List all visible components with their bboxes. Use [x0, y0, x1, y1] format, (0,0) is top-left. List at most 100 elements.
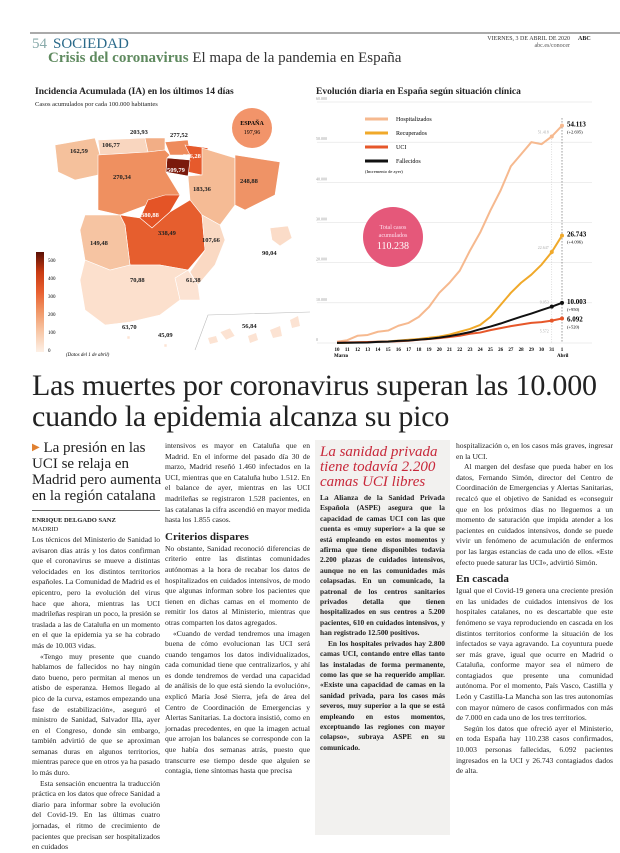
series-line-fallecidos [336, 301, 563, 344]
column-1: Los técnicos del Ministerio de Sanidad l… [32, 535, 160, 853]
paragraph: No obstante, Sanidad reconoció diferenci… [165, 543, 310, 627]
data-point [560, 300, 564, 305]
canarias-island [208, 336, 218, 344]
prev-value-label: 5.572 [540, 329, 549, 334]
byline: ENRIQUE DELGADO SANZ MADRID [32, 510, 160, 534]
region-andalucía[interactable] [79, 259, 189, 326]
issue-date: VIERNES, 3 DE ABRIL DE 2020 [487, 36, 570, 42]
paragraph: Esta sensación encuentra la traducción p… [32, 778, 160, 852]
data-point [560, 316, 564, 321]
triangle-icon: ▶ [32, 442, 40, 453]
y-tick-label: 20.000 [316, 257, 327, 262]
map-note: (Datos del 1 de abril) [66, 353, 110, 358]
headline: Las muertes por coronavirus superan las … [32, 369, 597, 433]
data-point [560, 233, 564, 238]
x-tick-label: 23 [467, 348, 473, 353]
y-tick-label: 40.000 [316, 176, 327, 181]
legend-label: 100 [48, 331, 56, 336]
x-tick-label: 21 [447, 348, 453, 353]
region-value: 203,93 [130, 129, 149, 136]
region-galicia[interactable] [54, 137, 101, 181]
page-subtitle: Crisis del coronavirus El mapa de la pan… [48, 50, 401, 67]
subheading: En cascada [456, 573, 509, 586]
map-subtitle: Casos acumulados por cada 100.000 habita… [35, 101, 158, 108]
national-badge [232, 108, 272, 148]
sidebar-box: La sanidad privada tiene todavía 2.200 c… [315, 440, 450, 835]
x-tick-label: 12 [355, 348, 361, 353]
x-month-end: Abril [557, 354, 569, 359]
legend-note: (Incremento de ayer) [365, 169, 403, 174]
legend-label: Recuperados [396, 131, 428, 137]
total-label-2: acumulados [379, 233, 408, 239]
x-tick-label: 20 [437, 348, 443, 353]
x-tick-label: 30 [539, 348, 545, 353]
region-value: 45,09 [158, 332, 173, 339]
x-tick-label: 25 [488, 348, 494, 353]
lead: ▶ La presión en las UCI se relaja en Mad… [32, 440, 162, 504]
end-value-label: 6.092 [567, 316, 583, 324]
subheading: Criterios dispares [165, 530, 249, 543]
x-tick-label: 19 [427, 348, 433, 353]
legend-label: 500 [48, 259, 56, 264]
national-value: 197,96 [244, 130, 261, 136]
x-tick-label: 1 [561, 348, 564, 353]
canarias-inset-frame [194, 311, 310, 351]
paragraph: Los técnicos del Ministerio de Sanidad l… [32, 535, 160, 650]
series-line-hospitalizados [336, 124, 563, 343]
y-tick-label: 10.000 [316, 297, 327, 302]
box-body: La Alianza de la Sanidad Privada Español… [320, 493, 445, 753]
x-tick-label: 31 [549, 348, 555, 353]
author: ENRIQUE DELGADO SANZ [32, 517, 116, 524]
paragraph: La Alianza de la Sanidad Privada Español… [320, 493, 445, 638]
canarias-island [290, 316, 300, 328]
x-tick-label: 27 [508, 348, 514, 353]
legend-label: 300 [48, 295, 56, 300]
prev-value-label: 51.418 [538, 129, 549, 134]
region-cantabria[interactable] [144, 137, 166, 153]
series-line-uci [336, 317, 563, 344]
paragraph: Según los datos que ofreció ayer el Mini… [456, 723, 613, 776]
legend-scale [36, 252, 44, 352]
end-value-label: 10.003 [567, 298, 587, 306]
region-melilla[interactable] [163, 343, 168, 348]
chart-title: Evolución diaria en España según situaci… [316, 87, 521, 97]
top-rule [30, 32, 620, 34]
x-tick-label: 14 [375, 348, 381, 353]
total-cases-badge [363, 207, 423, 267]
map-title: Incidencia Acumulada (IA) en los últimos… [35, 87, 234, 97]
region-value: 380,88 [141, 212, 160, 219]
national-label: ESPAÑA [240, 119, 264, 127]
paragraph: «Tengo muy presente que cuando hablamos … [32, 651, 160, 778]
paragraph: Igual que el Covid-19 genera una crecien… [456, 586, 613, 723]
column-2: intensivos es mayor en Cataluña que en M… [165, 441, 310, 777]
increment-label: (+520) [567, 325, 580, 330]
increment-label: (+2.695) [567, 130, 583, 135]
data-point [560, 123, 564, 128]
legend-label: 0 [48, 349, 51, 354]
x-tick-label: 28 [519, 348, 525, 353]
region-comunidad-valenciana[interactable] [189, 214, 226, 286]
x-tick-label: 18 [416, 348, 422, 353]
data-point [549, 304, 554, 309]
data-point [549, 134, 554, 139]
region-value: 277,52 [170, 132, 188, 139]
x-tick-label: 24 [478, 348, 484, 353]
x-tick-label: 29 [529, 348, 535, 353]
paragraph: intensivos es mayor en Cataluña que en M… [165, 441, 310, 525]
region-value: 63,70 [122, 324, 137, 331]
region-canarias[interactable] [219, 327, 236, 341]
web-link[interactable]: abc.es/conocer [534, 43, 570, 49]
paragraph: En los hospitales privados hay 2.800 cam… [320, 638, 445, 752]
region-ceuta[interactable] [126, 335, 131, 340]
data-point [549, 250, 554, 255]
canarias-island [270, 326, 282, 338]
region-baleares[interactable] [269, 225, 293, 247]
y-tick-label: 50.000 [316, 136, 327, 141]
evolution-chart: 0 10.000 20.000 30.000 40.000 50.000 60.000 10 1… [316, 96, 592, 359]
region-cataluña[interactable] [234, 154, 281, 211]
location: MADRID [32, 526, 59, 533]
legend-label: Fallecidos [396, 159, 421, 165]
incidence-map: 162,59 106,77 203,93 277,52 336,28 509,79 270,… [36, 108, 310, 358]
legend-label: 200 [48, 313, 56, 318]
region-value: 336,28 [183, 153, 202, 160]
